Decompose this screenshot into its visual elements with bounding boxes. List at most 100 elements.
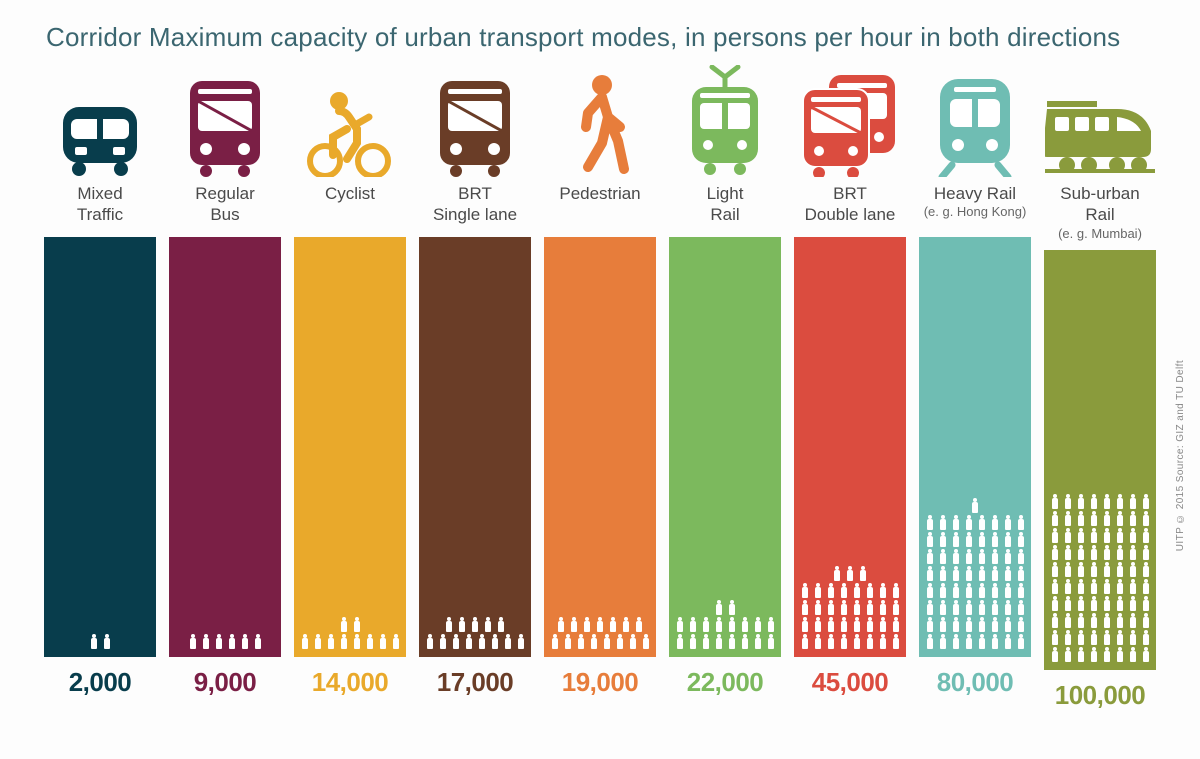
people-pictograms (544, 617, 656, 649)
person-icon (215, 634, 223, 649)
person-icon (478, 634, 486, 649)
person-icon (445, 617, 453, 632)
person-icon (1090, 494, 1098, 509)
person-icon (1064, 528, 1072, 543)
person-icon (439, 634, 447, 649)
mode-label: RegularBus (195, 183, 255, 229)
person-icon (564, 634, 572, 649)
person-icon (814, 634, 822, 649)
person-icon (840, 634, 848, 649)
person-icon (1103, 579, 1111, 594)
bar (294, 237, 406, 657)
person-icon (1090, 579, 1098, 594)
person-icon (952, 549, 960, 564)
person-icon (1116, 494, 1124, 509)
bar-fill (294, 237, 406, 657)
person-icon (754, 634, 762, 649)
person-icon (1017, 532, 1025, 547)
person-icon (452, 634, 460, 649)
person-icon (833, 566, 841, 581)
person-icon (965, 617, 973, 632)
person-icon (465, 634, 473, 649)
mode-value: 19,000 (562, 667, 639, 698)
person-icon (1142, 511, 1150, 526)
person-icon (715, 617, 723, 632)
person-icon (991, 566, 999, 581)
person-icon (1017, 600, 1025, 615)
car-icon (57, 65, 143, 183)
person-icon (728, 600, 736, 615)
person-icon (1051, 528, 1059, 543)
mode-label: BRTSingle lane (433, 183, 517, 229)
person-icon (1129, 545, 1137, 560)
person-icon (596, 617, 604, 632)
person-icon (814, 600, 822, 615)
person-icon (1142, 647, 1150, 662)
person-icon (1064, 562, 1072, 577)
person-icon (926, 515, 934, 530)
people-pictograms (1044, 494, 1156, 662)
person-icon (892, 600, 900, 615)
person-icon (728, 634, 736, 649)
person-icon (642, 634, 650, 649)
person-icon (1004, 583, 1012, 598)
person-icon (952, 634, 960, 649)
person-icon (866, 634, 874, 649)
person-icon (840, 583, 848, 598)
people-pictograms (169, 634, 281, 649)
person-icon (715, 600, 723, 615)
person-icon (228, 634, 236, 649)
person-icon (965, 515, 973, 530)
person-icon (853, 583, 861, 598)
person-icon (1116, 511, 1124, 526)
person-icon (978, 532, 986, 547)
person-icon (577, 634, 585, 649)
person-icon (1103, 630, 1111, 645)
person-icon (1129, 562, 1137, 577)
person-icon (991, 600, 999, 615)
person-icon (301, 634, 309, 649)
bar (669, 237, 781, 657)
person-icon (926, 532, 934, 547)
person-icon (392, 634, 400, 649)
person-icon (1017, 583, 1025, 598)
mode-value: 9,000 (194, 667, 257, 698)
person-icon (1051, 630, 1059, 645)
person-icon (741, 634, 749, 649)
person-icon (1077, 562, 1085, 577)
person-icon (827, 617, 835, 632)
bus-icon (432, 65, 518, 183)
person-icon (939, 549, 947, 564)
person-icon (991, 532, 999, 547)
mode-value: 22,000 (687, 667, 764, 698)
person-icon (1129, 494, 1137, 509)
person-icon (1051, 579, 1059, 594)
bar (44, 237, 156, 657)
person-icon (741, 617, 749, 632)
person-icon (1051, 613, 1059, 628)
mode-value: 2,000 (69, 667, 132, 698)
person-icon (754, 617, 762, 632)
person-icon (978, 600, 986, 615)
bar (544, 237, 656, 657)
mode-label: BRTDouble lane (805, 183, 896, 229)
person-icon (622, 617, 630, 632)
person-icon (1103, 613, 1111, 628)
person-icon (1051, 494, 1059, 509)
person-icon (1004, 566, 1012, 581)
person-icon (853, 634, 861, 649)
person-icon (426, 634, 434, 649)
person-icon (1116, 596, 1124, 611)
person-icon (1103, 596, 1111, 611)
mode-label-text: Sub-urban Rail (1044, 183, 1156, 226)
person-icon (1090, 562, 1098, 577)
mode-column-light: LightRail22,000 (669, 65, 781, 711)
people-pictograms (669, 600, 781, 649)
person-icon (926, 566, 934, 581)
mode-column-ped: Pedestrian19,000 (544, 65, 656, 711)
bus-icon (182, 65, 268, 183)
person-icon (1116, 528, 1124, 543)
people-pictograms (419, 617, 531, 649)
person-icon (814, 617, 822, 632)
bar (919, 237, 1031, 657)
